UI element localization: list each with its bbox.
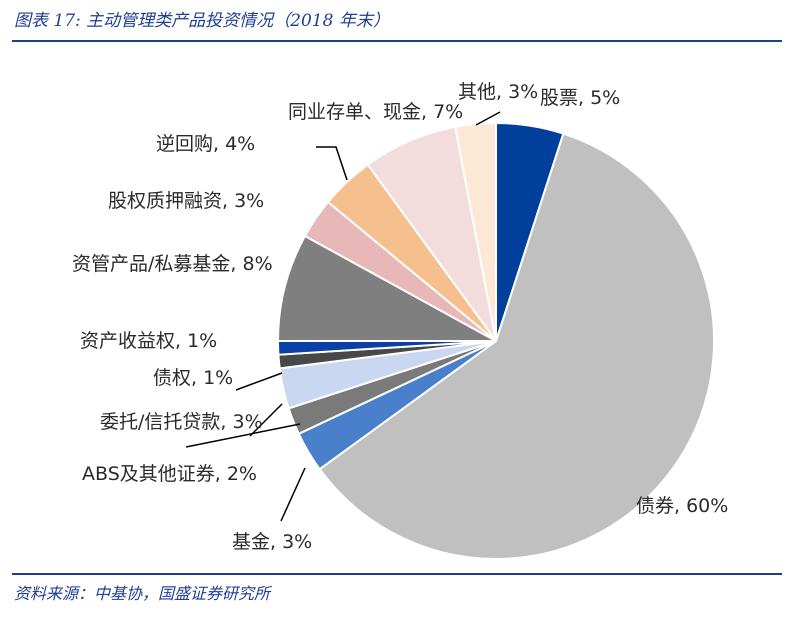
pie-slice-11 <box>453 121 497 342</box>
pie-slice-1 <box>318 132 715 560</box>
leader-line-9 <box>316 146 348 181</box>
leader-line-4 <box>249 403 283 437</box>
source-divider <box>12 573 782 575</box>
slice-label-9: 逆回购, 4% <box>156 133 255 155</box>
title-divider <box>12 40 782 42</box>
slice-label-3: ABS及其他证券, 2% <box>82 463 257 485</box>
pie-slice-7 <box>276 234 497 342</box>
slice-label-2: 基金, 3% <box>232 531 312 553</box>
slice-label-5: 债权, 1% <box>153 367 233 389</box>
leader-lines <box>185 111 501 522</box>
leader-line-11 <box>475 111 501 126</box>
slice-label-7: 资管产品/私募基金, 8% <box>72 253 273 275</box>
leader-line-2 <box>280 467 306 522</box>
slice-label-4: 委托/信托贷款, 3% <box>100 411 263 433</box>
slice-label-1: 债券, 60% <box>636 495 728 517</box>
leader-line-3 <box>185 423 301 448</box>
slice-label-0: 股票, 5% <box>540 87 620 109</box>
slice-label-6: 资产收益权, 1% <box>80 330 217 352</box>
chart-title: 图表 17: 主动管理类产品投资情况（2018 年末） <box>14 11 390 31</box>
slice-label-11: 其他, 3% <box>458 81 538 103</box>
slice-labels: 股票, 5% 债券, 60% 基金, 3% ABS及其他证券, 2% 委托/信托贷款, … <box>72 81 728 553</box>
source-note: 资料来源：中基协，国盛证券研究所 <box>14 584 271 603</box>
slice-label-8: 股权质押融资, 3% <box>108 190 264 212</box>
leader-line-5 <box>235 372 283 391</box>
pie-slices <box>276 121 715 560</box>
slice-label-10: 同业存单、现金, 7% <box>288 101 463 123</box>
